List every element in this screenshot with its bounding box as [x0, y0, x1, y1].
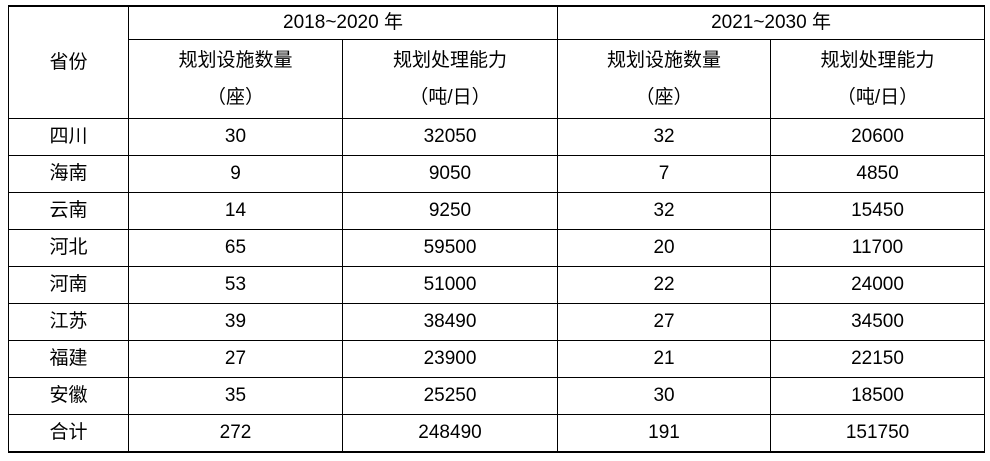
table-row: 福建 27 23900 21 22150 — [8, 340, 986, 378]
data-cell: 14 — [128, 192, 343, 230]
header-capacity-title: 规划处理能力 — [820, 50, 935, 71]
header-facility-count-unit: （座） — [635, 87, 693, 108]
data-cell: 24000 — [770, 266, 986, 304]
table-body: 四川 30 32050 32 20600 海南 9 9050 7 4850 云南 14 9250 32 15… — [8, 118, 986, 453]
data-cell: 30 — [128, 118, 343, 156]
data-cell: 9050 — [341, 155, 559, 193]
data-cell: 11700 — [770, 229, 986, 267]
data-cell: 18500 — [770, 377, 986, 415]
data-cell: 23900 — [341, 340, 559, 378]
province-cell: 安徽 — [8, 377, 129, 415]
table-row: 海南 9 9050 7 4850 — [8, 155, 986, 193]
data-cell: 22150 — [770, 340, 986, 378]
data-cell: 27 — [128, 340, 343, 378]
data-cell: 191 — [557, 414, 772, 453]
header-province: 省份 — [8, 5, 129, 119]
table-row: 云南 14 9250 32 15450 — [8, 192, 986, 230]
province-cell: 云南 — [8, 192, 129, 230]
header-period-2021-2030: 2021~2030 年 — [557, 5, 986, 40]
province-cell: 海南 — [8, 155, 129, 193]
data-cell: 4850 — [770, 155, 986, 193]
header-capacity-unit: （吨/日） — [409, 87, 491, 108]
header-capacity-unit: （吨/日） — [836, 87, 919, 108]
data-cell: 32 — [557, 192, 772, 230]
data-cell: 53 — [128, 266, 343, 304]
planning-facilities-table: 省份 2018~2020 年 2021~2030 年 规划设施数量 （座） 规划… — [8, 5, 986, 453]
header-row-periods: 省份 2018~2020 年 2021~2030 年 — [8, 5, 986, 119]
province-cell: 福建 — [8, 340, 129, 378]
header-facility-count-period2: 规划设施数量 （座） — [557, 39, 772, 119]
table-row: 合计 272 248490 191 151750 — [8, 414, 986, 453]
data-cell: 32050 — [341, 118, 559, 156]
province-cell: 河南 — [8, 266, 129, 304]
header-period-2018-2020: 2018~2020 年 — [127, 5, 559, 40]
data-cell: 34500 — [770, 303, 986, 341]
table-row: 河南 53 51000 22 24000 — [8, 266, 986, 304]
data-cell: 20 — [557, 229, 772, 267]
data-cell: 65 — [128, 229, 343, 267]
header-facility-count-unit: （座） — [206, 87, 264, 108]
data-cell: 32 — [557, 118, 772, 156]
table-row: 安徽 35 25250 30 18500 — [8, 377, 986, 415]
data-cell: 30 — [557, 377, 772, 415]
header-facility-count-period1: 规划设施数量 （座） — [128, 39, 343, 119]
data-cell: 51000 — [341, 266, 559, 304]
data-cell: 272 — [128, 414, 343, 453]
data-cell: 9 — [128, 155, 343, 193]
province-cell: 江苏 — [8, 303, 129, 341]
data-cell: 25250 — [341, 377, 559, 415]
data-cell: 15450 — [770, 192, 986, 230]
data-cell: 9250 — [341, 192, 559, 230]
table-row: 四川 30 32050 32 20600 — [8, 118, 986, 156]
header-facility-count-title: 规划设施数量 — [607, 50, 722, 71]
table-row: 河北 65 59500 20 11700 — [8, 229, 986, 267]
data-cell: 35 — [128, 377, 343, 415]
header-capacity-period2: 规划处理能力 （吨/日） — [770, 39, 986, 119]
data-cell: 22 — [557, 266, 772, 304]
data-cell: 248490 — [341, 414, 559, 453]
province-cell: 河北 — [8, 229, 129, 267]
data-cell: 20600 — [770, 118, 986, 156]
data-cell: 39 — [128, 303, 343, 341]
data-cell: 151750 — [770, 414, 986, 453]
header-capacity-period1: 规划处理能力 （吨/日） — [341, 39, 559, 119]
province-cell: 合计 — [8, 414, 129, 453]
data-cell: 7 — [557, 155, 772, 193]
header-row-metrics: 规划设施数量 （座） 规划处理能力 （吨/日） 规划设施数量 （座） 规划处理能… — [9, 39, 986, 119]
header-capacity-title: 规划处理能力 — [393, 50, 508, 71]
table-row: 江苏 39 38490 27 34500 — [8, 303, 986, 341]
data-cell: 59500 — [341, 229, 559, 267]
header-facility-count-title: 规划设施数量 — [178, 50, 293, 71]
data-cell: 38490 — [341, 303, 559, 341]
data-cell: 27 — [557, 303, 772, 341]
province-cell: 四川 — [8, 118, 129, 156]
data-cell: 21 — [557, 340, 772, 378]
